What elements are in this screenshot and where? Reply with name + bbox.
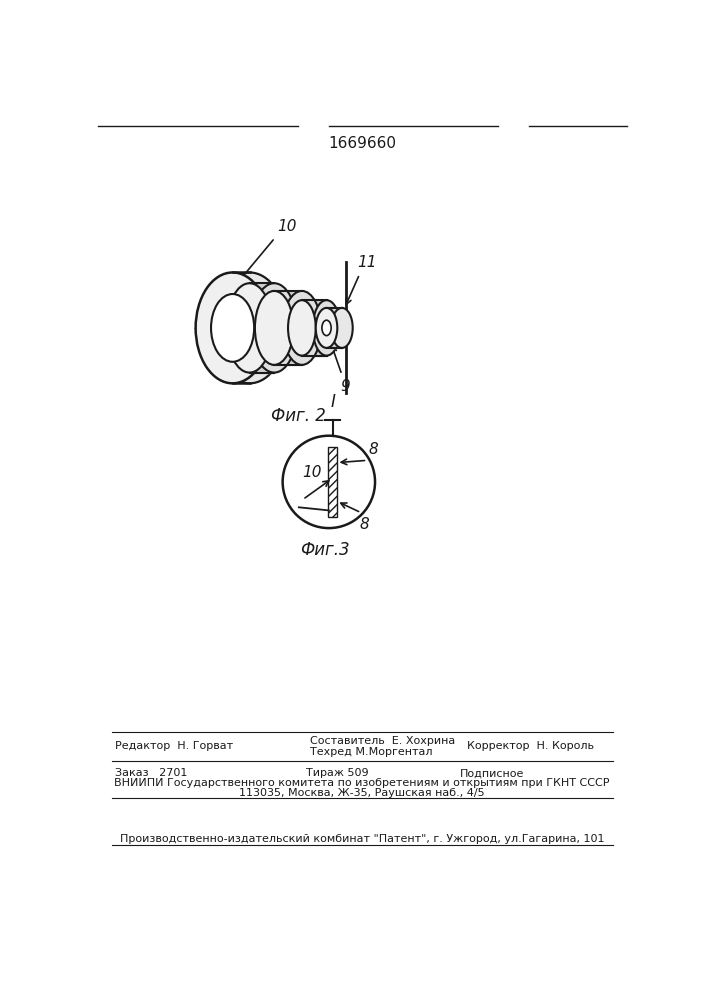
Text: Подписное: Подписное	[460, 768, 524, 778]
Polygon shape	[250, 283, 274, 373]
Ellipse shape	[213, 272, 286, 383]
Text: Тираж 509: Тираж 509	[305, 768, 368, 778]
Polygon shape	[302, 300, 327, 356]
Text: 10: 10	[302, 465, 322, 480]
Text: Редактор  Н. Горват: Редактор Н. Горват	[115, 741, 233, 751]
Text: Фиг.3: Фиг.3	[300, 541, 350, 559]
Ellipse shape	[331, 308, 353, 348]
Ellipse shape	[288, 300, 316, 356]
Ellipse shape	[283, 291, 321, 365]
Polygon shape	[327, 308, 342, 348]
Text: Составитель  Е. Хохрина: Составитель Е. Хохрина	[310, 736, 455, 746]
Text: 9: 9	[340, 379, 350, 394]
Text: Заказ   2701: Заказ 2701	[115, 768, 187, 778]
Text: Техред М.Моргентал: Техред М.Моргентал	[310, 747, 432, 757]
Ellipse shape	[196, 272, 269, 383]
Ellipse shape	[211, 294, 254, 362]
Text: Фиг. 2: Фиг. 2	[271, 407, 325, 425]
Text: Корректор  Н. Король: Корректор Н. Король	[467, 741, 595, 751]
Text: Производственно-издательский комбинат "Патент", г. Ужгород, ул.Гагарина, 101: Производственно-издательский комбинат "П…	[119, 834, 604, 844]
Polygon shape	[233, 272, 250, 383]
Ellipse shape	[255, 291, 293, 365]
Ellipse shape	[228, 294, 271, 362]
Text: 8: 8	[360, 517, 369, 532]
Ellipse shape	[322, 320, 331, 336]
Bar	[328, 447, 337, 517]
Text: I: I	[330, 393, 335, 411]
Polygon shape	[274, 291, 302, 365]
Text: 11: 11	[357, 255, 377, 270]
Text: 113035, Москва, Ж-35, Раушская наб., 4/5: 113035, Москва, Ж-35, Раушская наб., 4/5	[239, 788, 485, 798]
Ellipse shape	[251, 283, 297, 373]
Ellipse shape	[226, 283, 273, 373]
Ellipse shape	[312, 300, 340, 356]
Text: 8: 8	[369, 442, 379, 457]
Bar	[328, 447, 337, 517]
Ellipse shape	[316, 308, 337, 348]
Text: ВНИИПИ Государственного комитета по изобретениям и открытиям при ГКНТ СССР: ВНИИПИ Государственного комитета по изоб…	[115, 778, 609, 788]
Text: 1669660: 1669660	[328, 136, 396, 151]
Circle shape	[283, 436, 375, 528]
Text: 10: 10	[277, 219, 297, 234]
